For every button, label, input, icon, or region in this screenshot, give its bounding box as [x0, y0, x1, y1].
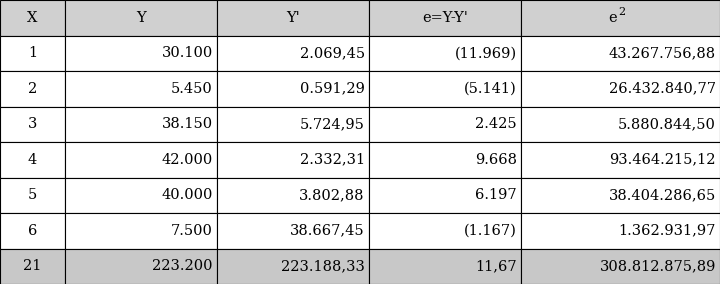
Text: 2: 2 — [618, 7, 626, 17]
Bar — [65, 213, 217, 248]
Text: 5.450: 5.450 — [171, 82, 212, 96]
Bar — [0, 71, 65, 106]
Text: Y': Y' — [286, 11, 300, 25]
Bar — [65, 0, 217, 36]
Bar — [369, 36, 521, 71]
Text: 4: 4 — [28, 153, 37, 167]
Bar — [0, 36, 65, 71]
Bar — [217, 36, 369, 71]
Text: Y: Y — [136, 11, 145, 25]
Bar — [217, 71, 369, 106]
Bar — [217, 142, 369, 178]
Bar — [521, 213, 720, 248]
Bar — [369, 142, 521, 178]
Text: 21: 21 — [23, 259, 42, 273]
Text: 308.812.875,89: 308.812.875,89 — [600, 259, 716, 273]
Bar — [0, 0, 65, 36]
Text: 38.667,45: 38.667,45 — [290, 224, 365, 238]
Bar — [0, 106, 65, 142]
Text: 93.464.215,12: 93.464.215,12 — [610, 153, 716, 167]
Text: e: e — [608, 11, 617, 25]
Text: 26.432.840,77: 26.432.840,77 — [609, 82, 716, 96]
Bar — [521, 248, 720, 284]
Bar — [65, 106, 217, 142]
Text: 5.724,95: 5.724,95 — [300, 117, 365, 131]
Text: (1.167): (1.167) — [464, 224, 517, 238]
Text: 11,67: 11,67 — [475, 259, 517, 273]
Bar — [369, 0, 521, 36]
Bar — [521, 71, 720, 106]
Bar — [217, 106, 369, 142]
Text: 40.000: 40.000 — [161, 188, 212, 202]
Bar — [369, 178, 521, 213]
Text: e=Y-Y': e=Y-Y' — [422, 11, 468, 25]
Bar — [65, 178, 217, 213]
Text: 38.150: 38.150 — [161, 117, 212, 131]
Text: 5.880.844,50: 5.880.844,50 — [618, 117, 716, 131]
Text: 3: 3 — [27, 117, 37, 131]
Bar — [369, 248, 521, 284]
Text: 3.802,88: 3.802,88 — [300, 188, 365, 202]
Text: 43.267.756,88: 43.267.756,88 — [609, 46, 716, 60]
Bar — [369, 213, 521, 248]
Text: 2.332,31: 2.332,31 — [300, 153, 365, 167]
Text: 30.100: 30.100 — [161, 46, 212, 60]
Bar — [521, 36, 720, 71]
Text: 0.591,29: 0.591,29 — [300, 82, 365, 96]
Bar — [0, 248, 65, 284]
Bar — [369, 71, 521, 106]
Text: 6: 6 — [27, 224, 37, 238]
Bar — [521, 178, 720, 213]
Text: 42.000: 42.000 — [161, 153, 212, 167]
Text: 223.188,33: 223.188,33 — [281, 259, 365, 273]
Bar — [217, 0, 369, 36]
Bar — [521, 142, 720, 178]
Text: 2: 2 — [28, 82, 37, 96]
Text: X: X — [27, 11, 37, 25]
Text: 5: 5 — [28, 188, 37, 202]
Text: 9.668: 9.668 — [474, 153, 517, 167]
Text: 7.500: 7.500 — [171, 224, 212, 238]
Bar — [0, 213, 65, 248]
Text: 223.200: 223.200 — [152, 259, 212, 273]
Bar — [65, 248, 217, 284]
Bar — [521, 106, 720, 142]
Bar — [217, 213, 369, 248]
Text: 6.197: 6.197 — [475, 188, 517, 202]
Bar — [217, 248, 369, 284]
Text: 2.069,45: 2.069,45 — [300, 46, 365, 60]
Bar — [369, 106, 521, 142]
Bar — [521, 0, 720, 36]
Text: 2.425: 2.425 — [475, 117, 517, 131]
Text: 1: 1 — [28, 46, 37, 60]
Bar — [217, 178, 369, 213]
Bar — [0, 178, 65, 213]
Bar — [65, 142, 217, 178]
Text: (11.969): (11.969) — [454, 46, 517, 60]
Text: 38.404.286,65: 38.404.286,65 — [608, 188, 716, 202]
Bar — [0, 142, 65, 178]
Text: 1.362.931,97: 1.362.931,97 — [618, 224, 716, 238]
Bar — [65, 36, 217, 71]
Text: (5.141): (5.141) — [464, 82, 517, 96]
Bar — [65, 71, 217, 106]
